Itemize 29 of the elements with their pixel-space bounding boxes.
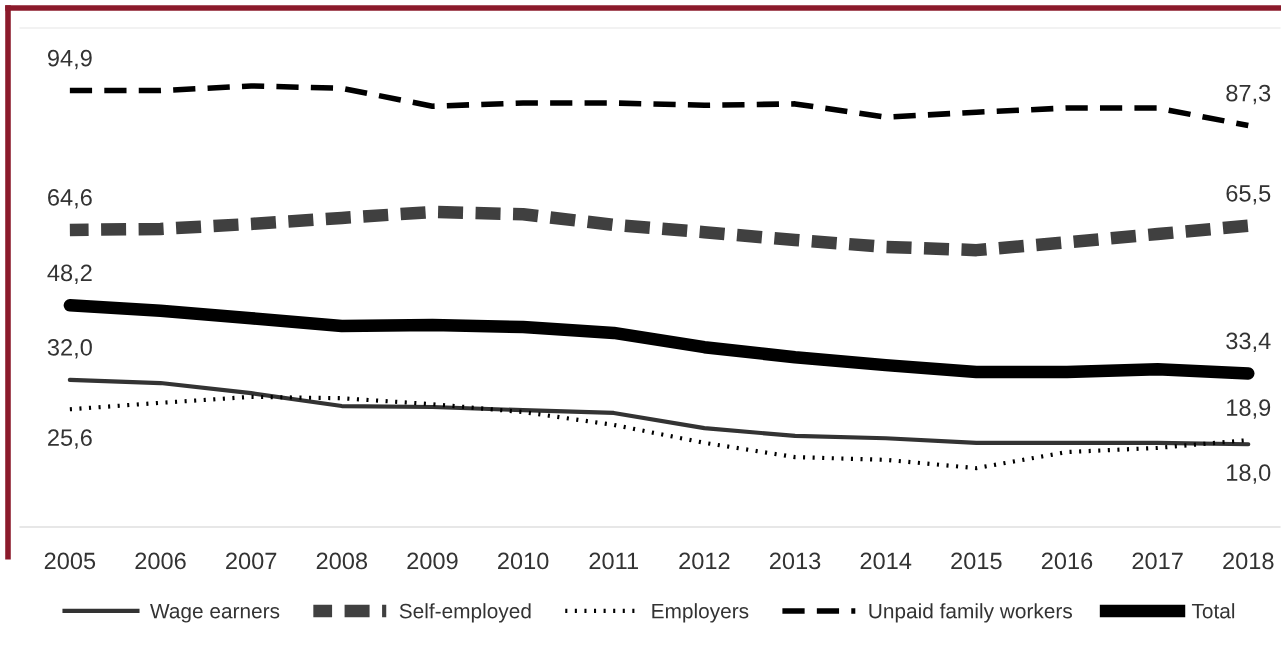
data-label: 18,0	[1227, 464, 1271, 484]
x-tick-label: 2014	[860, 552, 912, 570]
data-label: 65,5	[1226, 184, 1271, 205]
data-label: 32,0	[47, 339, 92, 359]
legend-label: Employers	[652, 603, 749, 623]
data-label: 18,9	[1227, 399, 1271, 419]
legend-label: Unpaid family workers	[869, 603, 1072, 623]
legend-label: Total	[1191, 603, 1235, 619]
data-label: 33,4	[1226, 332, 1271, 353]
x-tick-label: 2006	[135, 552, 186, 570]
x-tick-label: 2008	[316, 552, 368, 570]
legend-label: Wage earners	[150, 603, 280, 623]
x-tick-label: 2005	[44, 552, 96, 570]
data-label: 94,9	[47, 49, 92, 70]
x-tick-label: 2009	[407, 552, 458, 570]
legend-label: Self-employed	[399, 603, 531, 623]
x-tick-label: 2013	[769, 552, 821, 570]
x-tick-label: 2007	[226, 552, 277, 570]
x-tick-label: 2017	[1132, 552, 1183, 570]
x-tick-label: 2016	[1041, 552, 1093, 570]
x-tick-label: 2011	[589, 552, 638, 570]
data-label: 25,6	[48, 429, 92, 449]
x-tick-label: 2015	[951, 552, 1002, 570]
data-label: 87,3	[1226, 84, 1271, 105]
data-label: 48,2	[47, 264, 92, 284]
x-tick-label: 2018	[1223, 552, 1274, 570]
data-label: 64,6	[48, 189, 92, 209]
x-tick-label: 2010	[498, 552, 549, 570]
x-tick-label: 2012	[679, 552, 730, 570]
